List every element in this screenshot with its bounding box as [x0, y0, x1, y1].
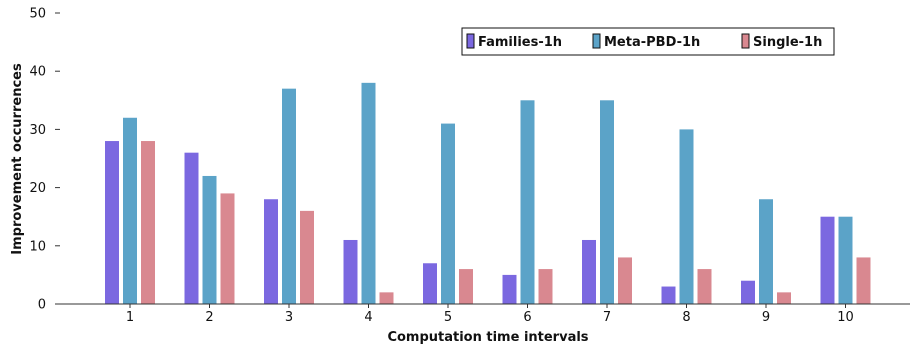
y-tick-label: 0 [38, 298, 46, 313]
bar-families-1h-7 [582, 239, 596, 304]
bar-meta-pbd-1h-6 [520, 100, 535, 304]
x-axis-ticks: 1 2 3 4 5 6 7 8 9 10 [126, 304, 854, 325]
y-tick-label: 10 [29, 239, 46, 254]
bar-families-1h-4 [343, 239, 358, 304]
bar-single-1h-2 [220, 193, 235, 304]
bars [105, 82, 871, 304]
y-tick-label: 40 [29, 65, 46, 80]
bar-meta-pbd-1h-9 [759, 199, 773, 304]
x-tick-label: 7 [603, 310, 611, 325]
bar-single-1h-4 [379, 292, 394, 304]
x-tick-label: 3 [285, 310, 293, 325]
bar-single-1h-3 [300, 210, 314, 304]
legend: Families-1h Meta-PBD-1h Single-1h [461, 27, 835, 56]
y-axis-title: Improvement occurrences [10, 63, 25, 255]
bar-families-1h-6 [502, 274, 517, 304]
y-tick-label: 50 [29, 7, 46, 22]
x-axis-title: Computation time intervals [387, 330, 588, 345]
x-tick-label: 6 [523, 310, 531, 325]
bar-families-1h-9 [741, 280, 755, 304]
bar-single-1h-6 [538, 269, 553, 304]
bar-meta-pbd-1h-8 [679, 129, 694, 304]
x-tick-label: 8 [682, 310, 690, 325]
bar-meta-pbd-1h-2 [202, 175, 217, 304]
bar-single-1h-7 [618, 257, 632, 304]
bar-single-1h-10 [856, 257, 871, 304]
x-tick-label: 10 [837, 310, 854, 325]
bar-families-1h-8 [661, 286, 676, 304]
bar-single-1h-8 [697, 269, 712, 304]
bar-families-1h-3 [264, 199, 278, 304]
x-tick-label: 4 [364, 310, 372, 325]
legend-label-families-1h: Families-1h [478, 35, 562, 50]
legend-swatch-single-1h [741, 33, 750, 49]
bar-meta-pbd-1h-4 [361, 82, 376, 304]
bar-single-1h-5 [459, 269, 473, 304]
bar-meta-pbd-1h-1 [123, 117, 137, 304]
bar-families-1h-2 [184, 152, 199, 304]
bar-single-1h-9 [777, 292, 791, 304]
legend-box [461, 27, 835, 56]
bar-meta-pbd-1h-3 [282, 88, 296, 304]
x-tick-label: 2 [205, 310, 213, 325]
bar-meta-pbd-1h-5 [441, 123, 455, 304]
legend-label-meta-pbd-1h: Meta-PBD-1h [604, 35, 700, 50]
legend-swatch-meta-pbd-1h [592, 33, 601, 49]
bar-families-1h-10 [820, 216, 835, 304]
legend-label-single-1h: Single-1h [753, 35, 822, 50]
bar-families-1h-5 [423, 263, 437, 304]
bar-meta-pbd-1h-10 [838, 216, 853, 304]
legend-swatch-families-1h [466, 33, 475, 49]
y-tick-label: 30 [29, 123, 46, 138]
bar-families-1h-1 [105, 141, 119, 304]
x-tick-label: 9 [762, 310, 770, 325]
bar-meta-pbd-1h-7 [600, 100, 614, 304]
x-tick-label: 5 [444, 310, 452, 325]
y-axis-ticks: 0 10 20 30 40 50 [29, 7, 60, 313]
bar-single-1h-1 [141, 141, 155, 304]
x-tick-label: 1 [126, 310, 134, 325]
y-tick-label: 20 [29, 181, 46, 196]
